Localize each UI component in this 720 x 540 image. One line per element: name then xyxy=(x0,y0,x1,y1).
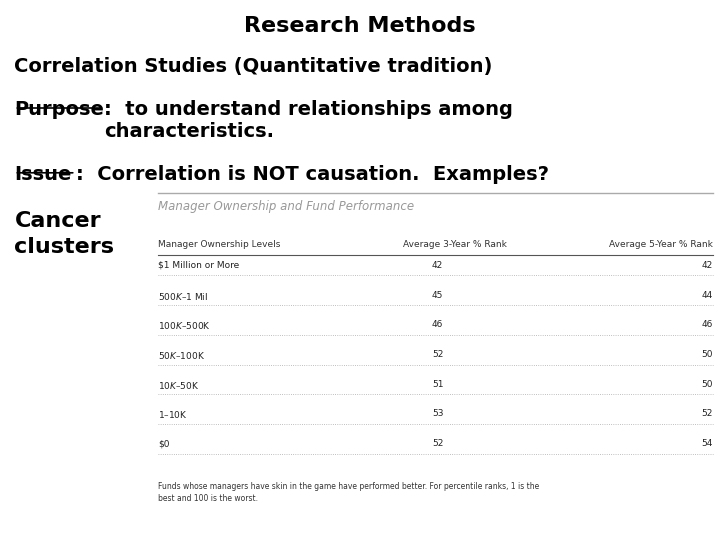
Text: Purpose: Purpose xyxy=(14,100,104,119)
Text: 52: 52 xyxy=(432,439,444,448)
Text: Research Methods: Research Methods xyxy=(244,16,476,36)
Text: 42: 42 xyxy=(432,261,444,270)
Text: Manager Ownership Levels: Manager Ownership Levels xyxy=(158,240,281,249)
Text: Average 5-Year % Rank: Average 5-Year % Rank xyxy=(609,240,713,249)
Text: $1–$10K: $1–$10K xyxy=(158,409,188,420)
Text: $10K–$50K: $10K–$50K xyxy=(158,380,199,390)
Text: Issue: Issue xyxy=(14,165,72,184)
Text: 52: 52 xyxy=(432,350,444,359)
Text: $500K–$1 Mil: $500K–$1 Mil xyxy=(158,291,209,301)
Text: $100K–$500K: $100K–$500K xyxy=(158,320,211,331)
Text: 53: 53 xyxy=(432,409,444,418)
Text: Average 3-Year % Rank: Average 3-Year % Rank xyxy=(403,240,507,249)
Text: 52: 52 xyxy=(701,409,713,418)
Text: 50: 50 xyxy=(701,350,713,359)
Text: 46: 46 xyxy=(432,320,444,329)
Text: Manager Ownership and Fund Performance: Manager Ownership and Fund Performance xyxy=(158,200,415,213)
Text: Correlation Studies (Quantitative tradition): Correlation Studies (Quantitative tradit… xyxy=(14,57,492,76)
Text: 50: 50 xyxy=(701,380,713,389)
Text: 42: 42 xyxy=(701,261,713,270)
Text: 54: 54 xyxy=(701,439,713,448)
Text: $50K–$100K: $50K–$100K xyxy=(158,350,205,361)
Text: 51: 51 xyxy=(432,380,444,389)
Text: Cancer
clusters: Cancer clusters xyxy=(14,211,114,257)
Text: 45: 45 xyxy=(432,291,444,300)
Text: $0: $0 xyxy=(158,439,170,448)
Text: Funds whose managers have skin in the game have performed better. For percentile: Funds whose managers have skin in the ga… xyxy=(158,482,540,503)
Text: $1 Million or More: $1 Million or More xyxy=(158,261,240,270)
Text: :  to understand relationships among
characteristics.: : to understand relationships among char… xyxy=(104,100,513,141)
Text: :  Correlation is NOT causation.  Examples?: : Correlation is NOT causation. Examples… xyxy=(76,165,549,184)
Text: 46: 46 xyxy=(701,320,713,329)
Text: 44: 44 xyxy=(701,291,713,300)
